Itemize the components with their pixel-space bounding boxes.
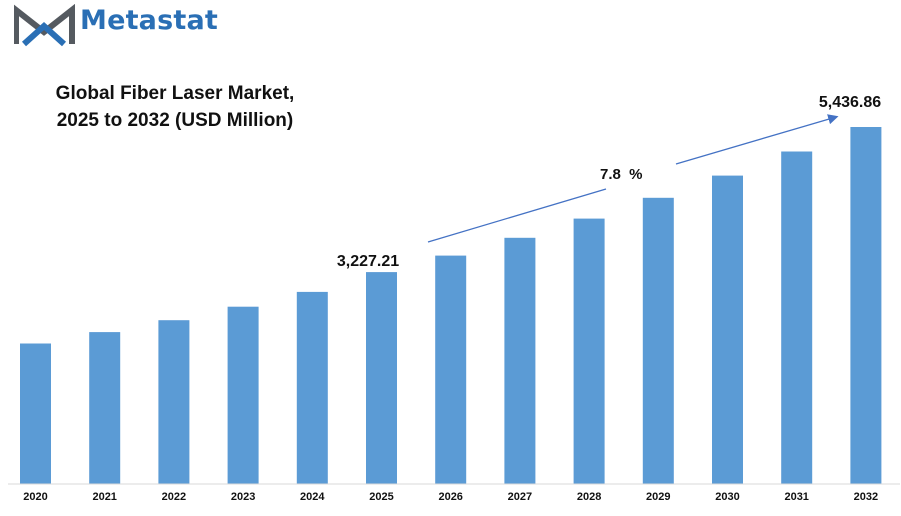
x-tick-label-2030: 2030: [715, 491, 739, 503]
bar-2027: [504, 237, 536, 484]
bar-2025: [366, 272, 397, 484]
bar-2030: [712, 175, 743, 484]
end-value-label: 5,436.86: [819, 94, 881, 111]
bar-2024: [296, 291, 328, 484]
x-tick-labels: 2020 2021 2022 2023 2024 2025 2026 2027 2028 2029…: [23, 491, 878, 503]
x-tick-label-2031: 2031: [784, 491, 808, 503]
bar-2031: [781, 151, 813, 484]
bar-2022: [158, 320, 190, 484]
chart-title: Global Fiber Laser Market, 2025 to 2032 …: [40, 80, 310, 134]
bar-2023: [227, 306, 259, 484]
metastat-logo: [14, 4, 75, 47]
x-tick-label-2026: 2026: [438, 491, 462, 503]
x-tick-label-2020: 2020: [23, 491, 47, 503]
chart-title-line-2: 2025 to 2032 (USD Million): [56, 110, 294, 131]
x-tick-label-2028: 2028: [577, 491, 601, 503]
bar-2028: [573, 218, 605, 484]
x-tick-label-2025: 2025: [369, 491, 393, 503]
brand-name: Metastat: [80, 5, 219, 36]
cagr-label: 7.8 %: [600, 166, 643, 183]
x-tick-label-2023: 2023: [231, 491, 255, 503]
bar-2020: [20, 343, 51, 484]
cagr-arrow-segment-1: [427, 188, 607, 243]
start-value-label: 3,227.21: [337, 253, 399, 270]
logo-mark-icon: [14, 4, 75, 47]
bar-2021: [89, 332, 121, 484]
chart-title-line-1: Global Fiber Laser Market,: [55, 83, 295, 104]
x-tick-label-2021: 2021: [92, 491, 116, 503]
x-tick-label-2029: 2029: [646, 491, 670, 503]
x-tick-label-2027: 2027: [508, 491, 532, 503]
bar-2029: [642, 197, 674, 485]
x-tick-label-2022: 2022: [162, 491, 186, 503]
cagr-arrow-segment-2: [675, 114, 839, 165]
x-tick-label-2024: 2024: [300, 491, 325, 503]
x-tick-label-2032: 2032: [854, 491, 878, 503]
bar-2026: [435, 255, 467, 484]
bars-group: [20, 127, 882, 485]
bar-2032: [850, 127, 882, 484]
